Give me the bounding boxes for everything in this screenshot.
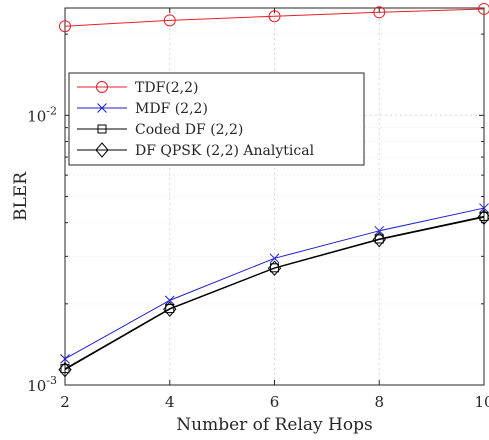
x-axis-label: Number of Relay Hops [176, 415, 372, 435]
grid [65, 8, 484, 385]
x-tick-label: 8 [374, 393, 384, 411]
y-tick-label: 10-2 [27, 104, 57, 125]
x-tick-label: 4 [165, 393, 175, 411]
legend-label: TDF(2,2) [135, 80, 198, 96]
legend-label: DF QPSK (2,2) Analytical [135, 143, 315, 159]
legend-label: Coded DF (2,2) [135, 122, 243, 138]
x-tick-label: 2 [60, 393, 70, 411]
legend: TDF(2,2) MDF (2,2) Coded DF (2,2) DF QPSK (… [69, 73, 364, 165]
x-tick-label: 10 [474, 393, 489, 411]
y-tick-label: 10-3 [27, 374, 57, 395]
y-axis-label: BLER [11, 171, 31, 221]
x-tick-label: 6 [270, 393, 280, 411]
legend-label: MDF (2,2) [135, 101, 208, 117]
